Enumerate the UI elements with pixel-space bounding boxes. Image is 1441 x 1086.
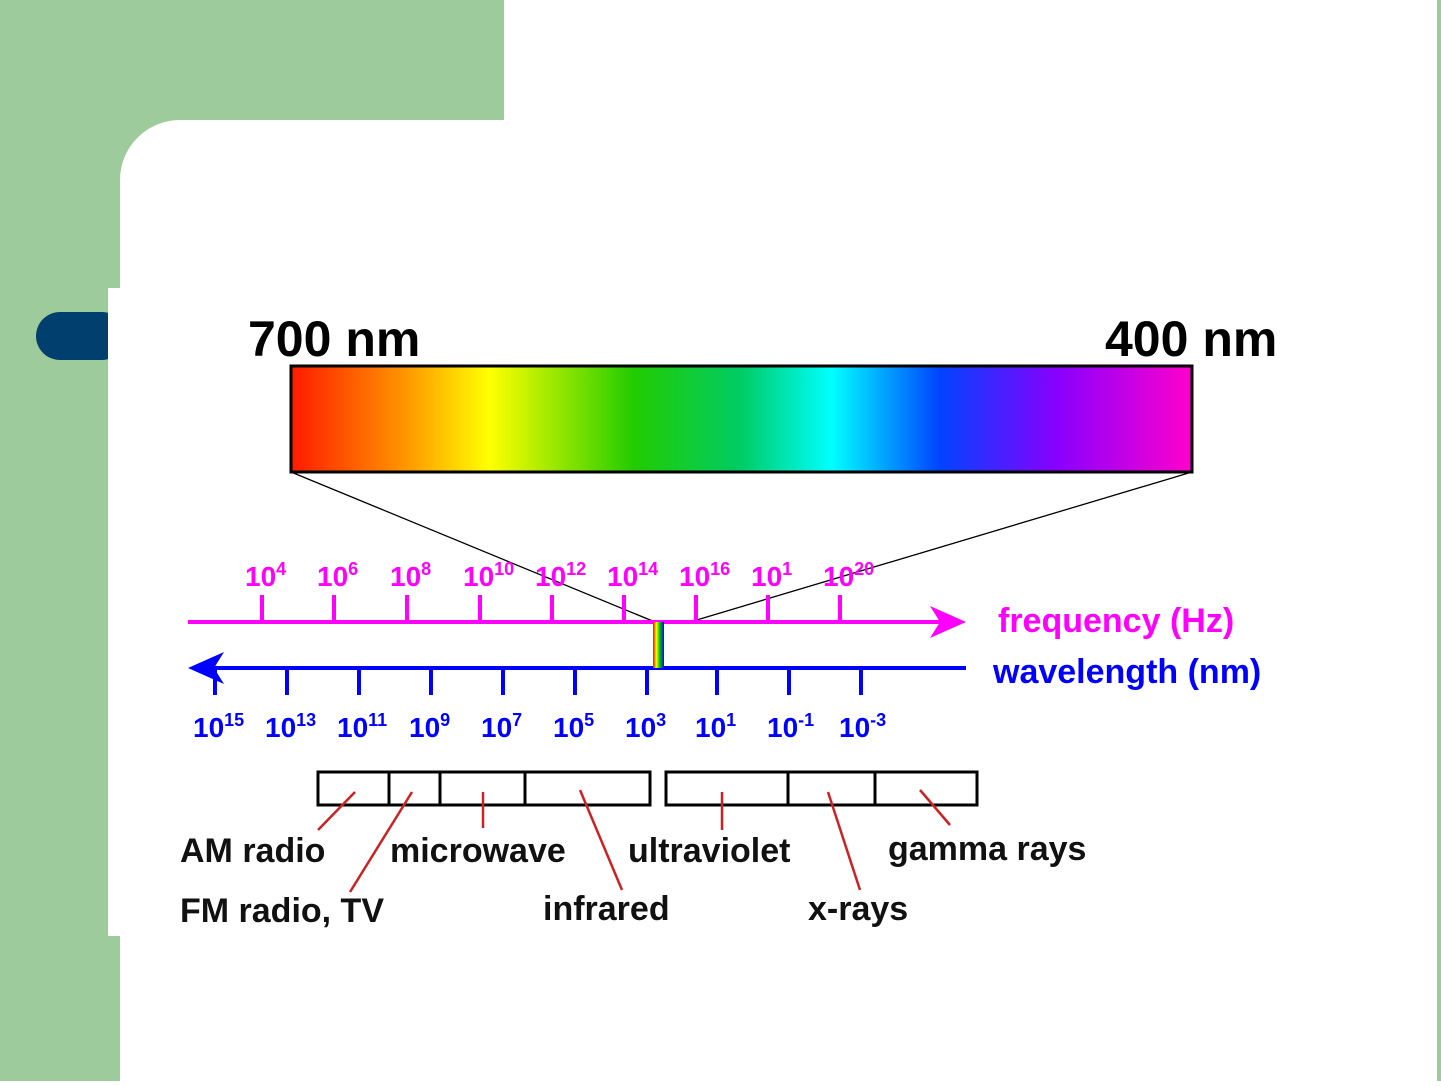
tick-exponent: 3 [656, 710, 666, 730]
tick-exponent: 1 [726, 710, 736, 730]
band-label: microwave [390, 832, 566, 870]
tick-base: 10 [265, 712, 296, 743]
tick-label: 1012 [535, 559, 586, 592]
tick-label: 108 [390, 559, 431, 592]
tick-exponent: -3 [870, 710, 886, 730]
top-band [0, 0, 504, 120]
tick-base: 10 [193, 712, 224, 743]
band-label: infrared [543, 890, 670, 928]
tick-label: 1014 [607, 559, 658, 592]
right-edge [1437, 0, 1441, 1081]
tick-exponent: 12 [566, 559, 586, 579]
tick-exponent: 11 [368, 710, 387, 730]
tick-exponent: -1 [798, 710, 814, 730]
tick-exponent: 4 [276, 559, 286, 579]
tick-base: 10 [317, 561, 348, 592]
zoom-line [689, 471, 1193, 623]
spectrum-label: 700 nm [248, 311, 420, 367]
corner-white [120, 120, 504, 180]
axis-label: frequency (Hz) [998, 602, 1234, 640]
tick-exponent: 14 [638, 559, 658, 579]
spectrum-label: 400 nm [1105, 311, 1277, 367]
tick-base: 10 [767, 712, 798, 743]
tick-label: 1011 [337, 710, 387, 743]
tick-label: 107 [481, 710, 522, 743]
tick-exponent: 9 [440, 710, 450, 730]
band-label: x-rays [808, 890, 908, 928]
tick-label: 109 [409, 710, 450, 743]
visible-spectrum [289, 364, 1194, 474]
tick-base: 10 [839, 712, 870, 743]
tick-label: 101 [695, 710, 736, 743]
tick-exponent: 13 [296, 710, 316, 730]
tick-base: 10 [679, 561, 710, 592]
tick-base: 10 [481, 712, 512, 743]
tick-base: 10 [553, 712, 584, 743]
tick-base: 10 [409, 712, 440, 743]
band-pointers [317, 789, 951, 893]
tick-base: 10 [245, 561, 276, 592]
tick-label: 1013 [265, 710, 316, 743]
band-label: gamma rays [888, 830, 1086, 868]
tick-label: 10-3 [839, 710, 886, 743]
band-label: FM radio, TV [180, 892, 384, 930]
tick-exponent: 5 [584, 710, 594, 730]
visible-marker [653, 622, 664, 668]
tick-exponent: 10 [494, 559, 514, 579]
tick-exponent: 15 [224, 710, 244, 730]
tick-label: 1015 [193, 710, 244, 743]
tick-label: 1016 [679, 559, 730, 592]
tick-base: 10 [535, 561, 566, 592]
tick-exponent: 7 [512, 710, 522, 730]
side-band [0, 0, 120, 1081]
axis-label: wavelength (nm) [992, 653, 1261, 691]
tick-base: 10 [823, 561, 854, 592]
zoom-line [290, 471, 656, 623]
tick-label: 103 [625, 710, 666, 743]
arrowhead [930, 606, 966, 638]
tick-label: 1010 [463, 559, 514, 592]
tick-exponent: 1 [782, 559, 792, 579]
band-label: ultraviolet [628, 832, 790, 870]
tick-base: 10 [607, 561, 638, 592]
tick-label: 106 [317, 559, 358, 592]
tick-base: 10 [337, 712, 368, 743]
tick-exponent: 6 [348, 559, 358, 579]
tick-base: 10 [751, 561, 782, 592]
tick-label: 104 [245, 559, 286, 592]
tick-exponent: 20 [854, 559, 874, 579]
tick-exponent: 16 [710, 559, 730, 579]
tick-base: 10 [390, 561, 421, 592]
tick-exponent: 8 [421, 559, 431, 579]
tick-label: 10-1 [767, 710, 814, 743]
tick-label: 105 [553, 710, 594, 743]
tick-base: 10 [695, 712, 726, 743]
tick-base: 10 [463, 561, 494, 592]
tick-label: 101 [751, 559, 792, 592]
tick-label: 1020 [823, 559, 874, 592]
tick-base: 10 [625, 712, 656, 743]
band-label: AM radio [180, 832, 325, 870]
bullet-pill [36, 312, 126, 360]
